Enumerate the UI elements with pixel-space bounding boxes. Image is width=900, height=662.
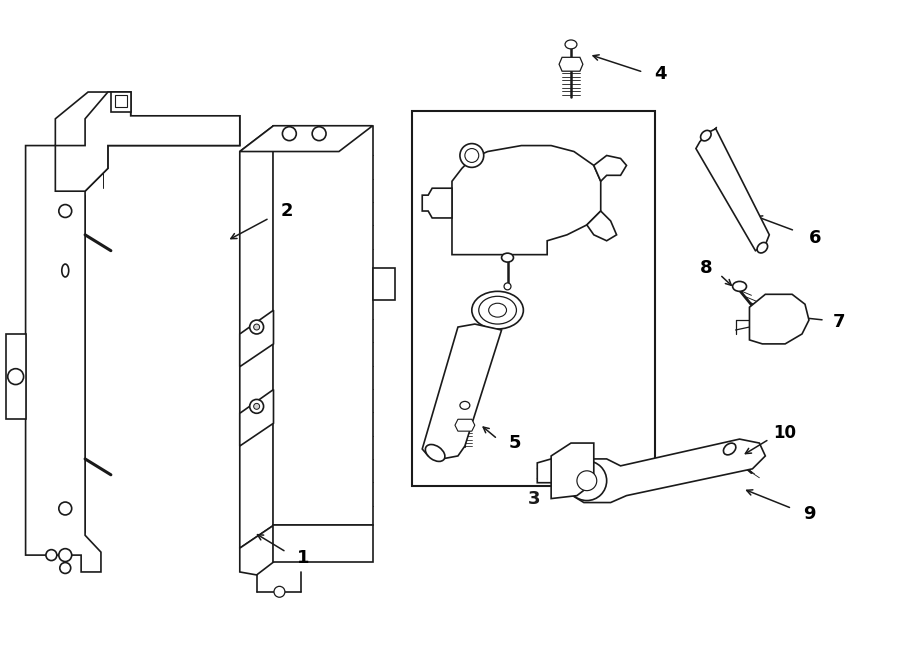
Polygon shape [561, 439, 765, 502]
Bar [412, 111, 655, 486]
Polygon shape [274, 526, 373, 562]
Circle shape [58, 549, 72, 561]
Circle shape [254, 324, 259, 330]
Polygon shape [274, 126, 373, 526]
Ellipse shape [460, 401, 470, 409]
Circle shape [58, 205, 72, 217]
Bar [115, 95, 127, 107]
Polygon shape [559, 58, 583, 71]
Polygon shape [373, 267, 395, 301]
Polygon shape [25, 92, 239, 572]
Circle shape [312, 126, 326, 140]
Text: 5: 5 [508, 434, 521, 452]
Polygon shape [587, 211, 617, 241]
Text: 10: 10 [774, 424, 796, 442]
Circle shape [59, 563, 71, 573]
Polygon shape [239, 526, 274, 575]
Ellipse shape [565, 40, 577, 49]
Polygon shape [5, 334, 25, 419]
Text: 6: 6 [809, 229, 821, 247]
Polygon shape [111, 92, 130, 112]
Circle shape [46, 549, 57, 561]
Ellipse shape [700, 130, 711, 141]
Ellipse shape [426, 444, 445, 461]
Ellipse shape [479, 297, 517, 324]
Polygon shape [422, 324, 501, 459]
Polygon shape [239, 126, 373, 152]
Circle shape [465, 148, 479, 162]
Polygon shape [422, 188, 452, 218]
Polygon shape [696, 128, 770, 251]
Ellipse shape [504, 283, 511, 290]
Text: 2: 2 [280, 202, 292, 220]
Polygon shape [537, 459, 551, 483]
Circle shape [8, 369, 23, 385]
Circle shape [58, 502, 72, 515]
Polygon shape [239, 126, 274, 548]
Text: 7: 7 [832, 313, 845, 331]
Polygon shape [55, 92, 239, 191]
Polygon shape [594, 156, 626, 181]
Ellipse shape [501, 253, 514, 262]
Ellipse shape [62, 264, 68, 277]
Polygon shape [551, 443, 594, 498]
Text: 1: 1 [297, 549, 310, 567]
Ellipse shape [472, 291, 524, 329]
Polygon shape [239, 389, 274, 446]
Circle shape [254, 403, 259, 409]
Ellipse shape [489, 303, 507, 317]
Ellipse shape [757, 242, 768, 253]
Circle shape [283, 126, 296, 140]
Text: 3: 3 [528, 490, 541, 508]
Ellipse shape [733, 281, 746, 291]
Polygon shape [455, 419, 475, 431]
Polygon shape [239, 310, 274, 367]
Circle shape [460, 144, 483, 167]
Circle shape [249, 399, 264, 413]
Circle shape [577, 471, 597, 491]
Text: 8: 8 [699, 259, 712, 277]
Ellipse shape [724, 443, 736, 455]
Circle shape [274, 587, 285, 597]
Text: 4: 4 [654, 65, 667, 83]
Circle shape [249, 320, 264, 334]
Polygon shape [750, 295, 809, 344]
Text: 9: 9 [803, 506, 815, 524]
Polygon shape [452, 146, 600, 255]
Circle shape [567, 461, 607, 500]
